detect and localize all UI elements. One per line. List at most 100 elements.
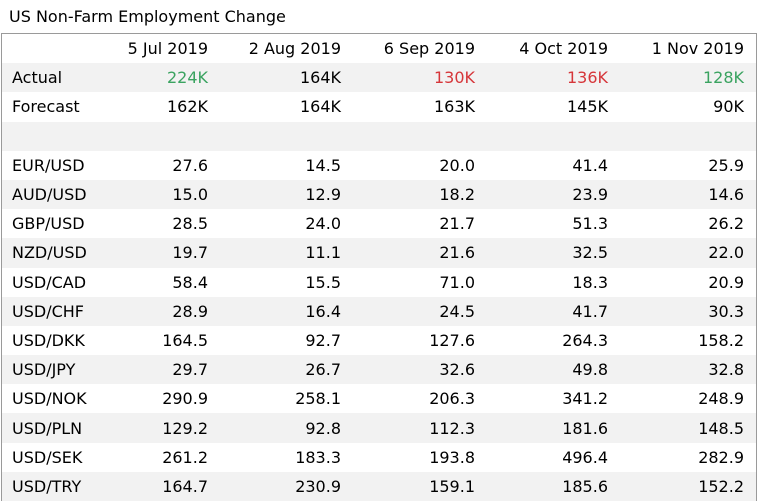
pair-value: 41.4 bbox=[572, 155, 608, 175]
employment-table: 5 Jul 2019 2 Aug 2019 6 Sep 2019 4 Oct 2… bbox=[1, 33, 757, 501]
pair-value: 112.3 bbox=[353, 413, 487, 443]
pair-value: 49.8 bbox=[487, 355, 620, 385]
pair-label: USD/SEK bbox=[12, 447, 83, 467]
spacer-cell bbox=[620, 121, 756, 151]
pair-label: AUD/USD bbox=[2, 179, 99, 210]
pair-value: 20.9 bbox=[708, 272, 744, 292]
pair-value: 15.0 bbox=[99, 179, 220, 210]
column-header: 6 Sep 2019 bbox=[383, 39, 475, 59]
pair-value: 28.5 bbox=[172, 214, 208, 234]
actual-row: Actual 224K 164K 130K 136K 128K bbox=[2, 63, 756, 93]
pair-value: 32.6 bbox=[353, 355, 487, 385]
pair-value: 11.1 bbox=[220, 238, 353, 268]
pair-value: 51.3 bbox=[572, 214, 608, 234]
pair-value: 30.3 bbox=[620, 296, 756, 326]
pair-value: 261.2 bbox=[162, 447, 208, 467]
actual-value: 164K bbox=[220, 63, 353, 93]
forecast-value: 145K bbox=[566, 97, 608, 117]
table-row: USD/NOK 290.9 258.1 206.3 341.2 248.9 bbox=[2, 384, 756, 413]
pair-value: 164.7 bbox=[99, 471, 220, 501]
pair-value: 14.6 bbox=[620, 179, 756, 210]
pair-label: USD/CAD bbox=[12, 272, 87, 292]
table-row: AUD/USD 15.0 12.9 18.2 23.9 14.6 bbox=[2, 179, 756, 210]
pair-value: 32.8 bbox=[620, 355, 756, 385]
pair-value: 206.3 bbox=[429, 389, 475, 409]
pair-value: 129.2 bbox=[99, 413, 220, 443]
pair-value: 23.9 bbox=[487, 179, 620, 210]
pair-value: 152.2 bbox=[620, 471, 756, 501]
spacer-cell bbox=[220, 121, 353, 151]
pair-value: 264.3 bbox=[562, 330, 608, 350]
table-row: USD/TRY 164.7 230.9 159.1 185.6 152.2 bbox=[2, 471, 756, 501]
pair-label: USD/CHF bbox=[2, 296, 99, 326]
pair-label: USD/JPY bbox=[2, 355, 99, 385]
pair-value: 26.7 bbox=[220, 355, 353, 385]
pair-value: 496.4 bbox=[562, 447, 608, 467]
forecast-value: 164K bbox=[299, 97, 341, 117]
table-title: US Non-Farm Employment Change bbox=[9, 7, 286, 26]
pair-label: USD/NOK bbox=[12, 389, 87, 409]
pair-value: 21.6 bbox=[353, 238, 487, 268]
pair-value: 24.0 bbox=[305, 214, 341, 234]
pair-label: USD/PLN bbox=[2, 413, 99, 443]
pair-value: 148.5 bbox=[620, 413, 756, 443]
column-header: 4 Oct 2019 bbox=[519, 39, 608, 59]
pair-value: 16.4 bbox=[220, 296, 353, 326]
column-header: 5 Jul 2019 bbox=[127, 39, 208, 59]
pair-value: 159.1 bbox=[353, 471, 487, 501]
pair-value: 258.1 bbox=[295, 389, 341, 409]
spacer-cell bbox=[2, 121, 99, 151]
pair-value: 25.9 bbox=[708, 155, 744, 175]
header-corner bbox=[2, 34, 99, 63]
pair-value: 282.9 bbox=[698, 447, 744, 467]
table-row: GBP/USD 28.5 24.0 21.7 51.3 26.2 bbox=[2, 209, 756, 238]
forecast-value: 90K bbox=[713, 97, 744, 117]
table-row: USD/CHF 28.9 16.4 24.5 41.7 30.3 bbox=[2, 296, 756, 326]
actual-value: 130K bbox=[353, 63, 487, 93]
pair-value: 92.8 bbox=[220, 413, 353, 443]
pair-value: 18.2 bbox=[353, 179, 487, 210]
pair-value: 15.5 bbox=[305, 272, 341, 292]
actual-value: 224K bbox=[99, 63, 220, 93]
pair-value: 158.2 bbox=[698, 330, 744, 350]
pair-value: 185.6 bbox=[487, 471, 620, 501]
actual-value: 136K bbox=[487, 63, 620, 93]
pair-label: GBP/USD bbox=[12, 214, 85, 234]
spacer-cell bbox=[99, 121, 220, 151]
pair-label: USD/TRY bbox=[2, 471, 99, 501]
pair-value: 27.6 bbox=[172, 155, 208, 175]
spacer-row bbox=[2, 121, 756, 151]
pair-value: 193.8 bbox=[429, 447, 475, 467]
forecast-value: 163K bbox=[433, 97, 475, 117]
pair-value: 12.9 bbox=[220, 179, 353, 210]
row-label: Forecast bbox=[12, 97, 80, 117]
pair-value: 20.0 bbox=[439, 155, 475, 175]
pair-value: 41.7 bbox=[487, 296, 620, 326]
pair-value: 32.5 bbox=[487, 238, 620, 268]
table-row: EUR/USD 27.6 14.5 20.0 41.4 25.9 bbox=[2, 151, 756, 180]
pair-value: 127.6 bbox=[429, 330, 475, 350]
pair-value: 28.9 bbox=[99, 296, 220, 326]
pair-value: 19.7 bbox=[99, 238, 220, 268]
pair-value: 58.4 bbox=[172, 272, 208, 292]
pair-value: 92.7 bbox=[305, 330, 341, 350]
pair-value: 71.0 bbox=[439, 272, 475, 292]
table-row: USD/SEK 261.2 183.3 193.8 496.4 282.9 bbox=[2, 443, 756, 472]
spacer-cell bbox=[353, 121, 487, 151]
pair-label: EUR/USD bbox=[12, 155, 85, 175]
pair-value: 181.6 bbox=[487, 413, 620, 443]
table-row: USD/CAD 58.4 15.5 71.0 18.3 20.9 bbox=[2, 268, 756, 297]
pair-value: 164.5 bbox=[162, 330, 208, 350]
table-row: USD/DKK 164.5 92.7 127.6 264.3 158.2 bbox=[2, 326, 756, 355]
column-header: 1 Nov 2019 bbox=[651, 39, 744, 59]
pair-value: 24.5 bbox=[353, 296, 487, 326]
spacer-cell bbox=[487, 121, 620, 151]
column-header: 2 Aug 2019 bbox=[248, 39, 341, 59]
forecast-value: 162K bbox=[166, 97, 208, 117]
pair-value: 230.9 bbox=[220, 471, 353, 501]
pair-value: 21.7 bbox=[439, 214, 475, 234]
pair-value: 26.2 bbox=[708, 214, 744, 234]
forecast-row: Forecast 162K 164K 163K 145K 90K bbox=[2, 92, 756, 121]
pair-value: 22.0 bbox=[620, 238, 756, 268]
actual-value: 128K bbox=[620, 63, 756, 93]
